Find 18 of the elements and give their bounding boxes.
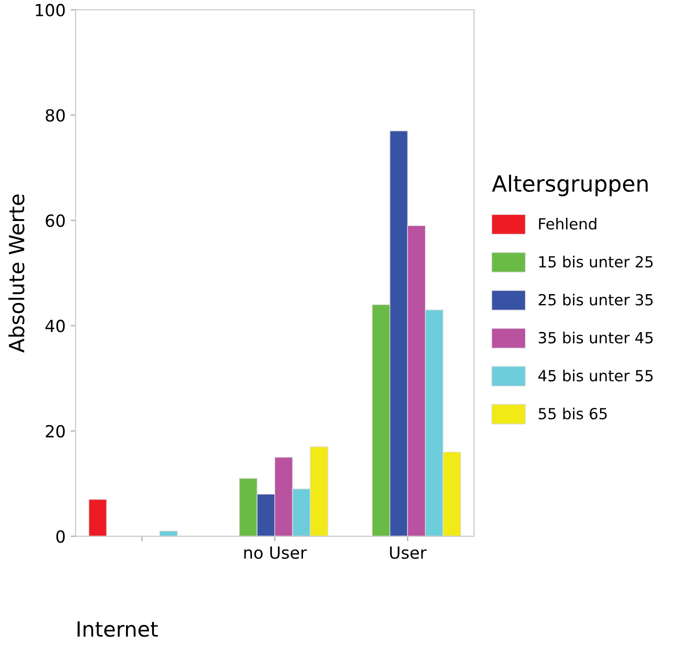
legend-label: 15 bis unter 25 [539, 256, 653, 268]
y-tick-label: 20 [46, 424, 65, 438]
legend-label: 25 bis unter 35 [538, 294, 653, 306]
x-tick-label: User [390, 546, 427, 559]
y-tick-label: 60 [46, 214, 65, 227]
y-tick-label: 100 [36, 4, 65, 16]
legend-title: Altersgruppen [492, 174, 648, 196]
bar [88, 499, 107, 536]
legend-label: 45 bis unter 55 [538, 370, 653, 382]
y-axis-title: Absolute Werte [8, 194, 24, 353]
legend-label: Fehlend [539, 218, 596, 230]
legend-label: 35 bis unter 45 [538, 332, 653, 344]
x-tick-label: no User [244, 546, 307, 559]
x-axis-title: Internet [78, 621, 158, 637]
y-tick-label: 80 [46, 109, 65, 122]
y-tick-label: 0 [56, 530, 65, 543]
y-tick-label: 40 [45, 320, 65, 332]
legend-label: 55 bis 65 [538, 408, 607, 420]
